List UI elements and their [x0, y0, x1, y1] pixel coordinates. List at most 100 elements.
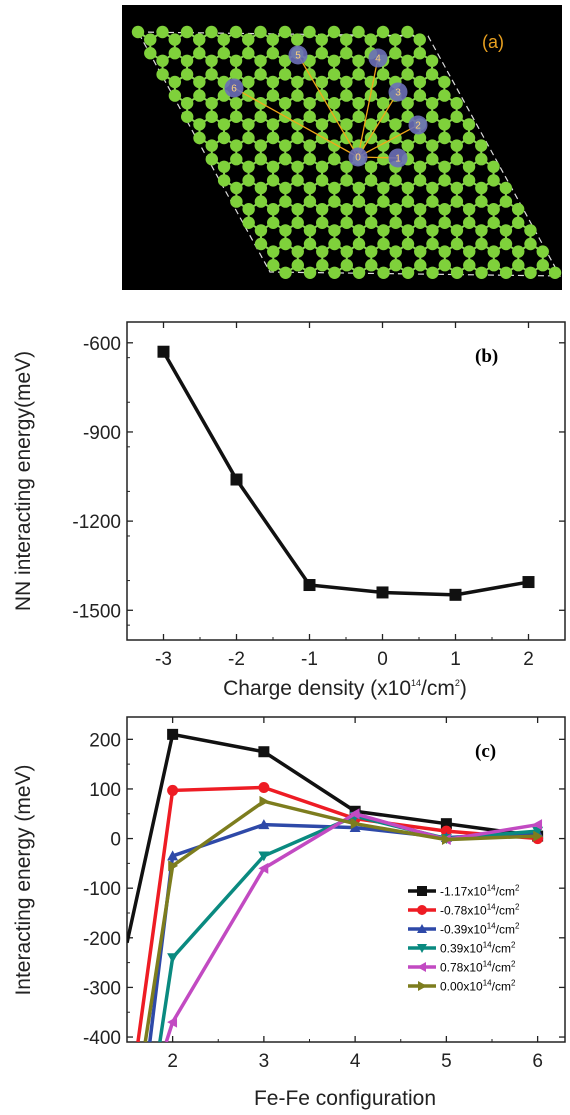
- graphene-lattice: 0 1 2 3 4 5 6: [131, 25, 562, 279]
- series-line: [136, 785, 538, 1042]
- carbon-atom: [401, 266, 415, 279]
- carbon-atom: [340, 160, 353, 173]
- legend-entry: 0.39x1014/cm2: [408, 941, 516, 956]
- carbon-atom: [229, 68, 243, 81]
- y-tick-label: -400: [83, 1028, 121, 1049]
- carbon-atom: [315, 33, 328, 46]
- carbon-atom: [278, 25, 292, 39]
- data-point: [167, 728, 179, 740]
- carbon-atom: [144, 33, 157, 46]
- carbon-atom: [279, 195, 292, 208]
- carbon-atom: [291, 245, 304, 258]
- carbon-atom: [352, 224, 366, 237]
- carbon-atom: [340, 75, 353, 89]
- legend-entry: -0.78x1014/cm2: [408, 903, 520, 918]
- carbon-atom: [475, 224, 488, 237]
- data-point: [230, 473, 243, 486]
- data-point: [417, 924, 427, 933]
- carbon-atom: [365, 245, 378, 258]
- data-point: [533, 830, 544, 842]
- carbon-atom: [499, 237, 513, 251]
- carbon-atom: [205, 25, 218, 39]
- carbon-atom: [291, 203, 304, 216]
- y-tick-label: -600: [83, 334, 121, 355]
- carbon-atom: [352, 68, 365, 81]
- fe-site-number: 5: [295, 51, 301, 62]
- legend-label: -0.78x1014/cm2: [440, 903, 520, 918]
- carbon-atom: [278, 97, 292, 110]
- legend-label: -1.17x1014/cm2: [440, 884, 520, 899]
- carbon-atom: [303, 110, 316, 124]
- carbon-atom: [205, 153, 218, 166]
- carbon-atom: [291, 118, 304, 131]
- carbon-atom: [315, 131, 329, 145]
- carbon-atom: [242, 75, 255, 89]
- panel-c-axes: 2 3 4 5 6 200 100 0 -100 -200 -300 -400: [83, 717, 565, 1072]
- carbon-atom: [499, 266, 513, 279]
- carbon-atom: [205, 139, 218, 152]
- carbon-atom: [291, 216, 304, 229]
- data-point: [440, 825, 452, 837]
- carbon-atom: [340, 259, 353, 272]
- arrow-0-4: [357, 57, 379, 158]
- data-point: [303, 579, 316, 592]
- panel-c-xlabel: Fe-Fe configuration: [254, 1087, 436, 1110]
- data-point: [449, 588, 462, 601]
- carbon-atom: [242, 174, 255, 187]
- carbon-atom: [364, 174, 378, 187]
- carbon-atom: [450, 224, 464, 237]
- carbon-atom: [279, 237, 292, 251]
- carbon-atom: [389, 131, 402, 145]
- carbon-atom: [475, 195, 488, 208]
- carbon-atom: [303, 153, 316, 166]
- carbon-atom: [340, 203, 353, 216]
- x-tick-label: -2: [228, 649, 245, 670]
- carbon-atom: [316, 216, 329, 229]
- fe-site-number: 2: [415, 121, 421, 132]
- x-tick-label: 1: [450, 649, 461, 670]
- panel-a-label: (a): [482, 32, 504, 52]
- panel-c-plot: [127, 728, 544, 1042]
- panel-c-legend: -1.17x1014/cm2 -0.78x1014/cm2 -0.39x1014/c…: [408, 884, 520, 994]
- carbon-atom: [450, 195, 464, 208]
- carbon-atom: [328, 266, 341, 279]
- carbon-atom: [377, 224, 390, 237]
- x-tick-label: -1: [301, 649, 318, 670]
- carbon-atom: [376, 97, 390, 110]
- data-point: [258, 851, 270, 862]
- carbon-atom: [487, 216, 500, 229]
- carbon-atom: [438, 203, 451, 216]
- carbon-atom: [438, 259, 451, 272]
- carbon-atom: [438, 245, 451, 258]
- carbon-atom: [413, 75, 427, 89]
- data-point: [167, 784, 179, 796]
- carbon-atom: [266, 33, 279, 46]
- legend-label: -0.39x1014/cm2: [440, 922, 520, 937]
- carbon-atom: [229, 97, 243, 110]
- panel-a: 0 1 2 3 4 5 6 (a): [122, 5, 562, 290]
- carbon-atom: [462, 160, 476, 173]
- carbon-atom: [426, 237, 439, 251]
- carbon-atom: [352, 25, 365, 39]
- arrow-0-3: [357, 91, 399, 158]
- fe-site-1: [388, 148, 408, 168]
- carbon-atom: [291, 259, 304, 272]
- data-point: [349, 808, 360, 820]
- panel-b-frame: [126, 321, 566, 641]
- arrow-0-2: [357, 124, 419, 158]
- carbon-atom: [438, 160, 451, 173]
- data-point: [167, 953, 179, 964]
- carbon-atom: [193, 75, 206, 89]
- carbon-atom: [278, 54, 292, 67]
- carbon-atom: [414, 245, 427, 258]
- carbon-atom: [475, 266, 488, 279]
- panel-c-ylabel: Interacting energy (meV): [12, 764, 35, 995]
- carbon-atom: [364, 33, 377, 46]
- carbon-atom: [475, 181, 488, 195]
- carbon-atom: [377, 195, 390, 208]
- fe-site-5: [288, 45, 308, 65]
- carbon-atom: [242, 118, 255, 131]
- series-line: [143, 799, 538, 1042]
- carbon-atom: [291, 33, 304, 46]
- carbon-atom: [413, 203, 427, 216]
